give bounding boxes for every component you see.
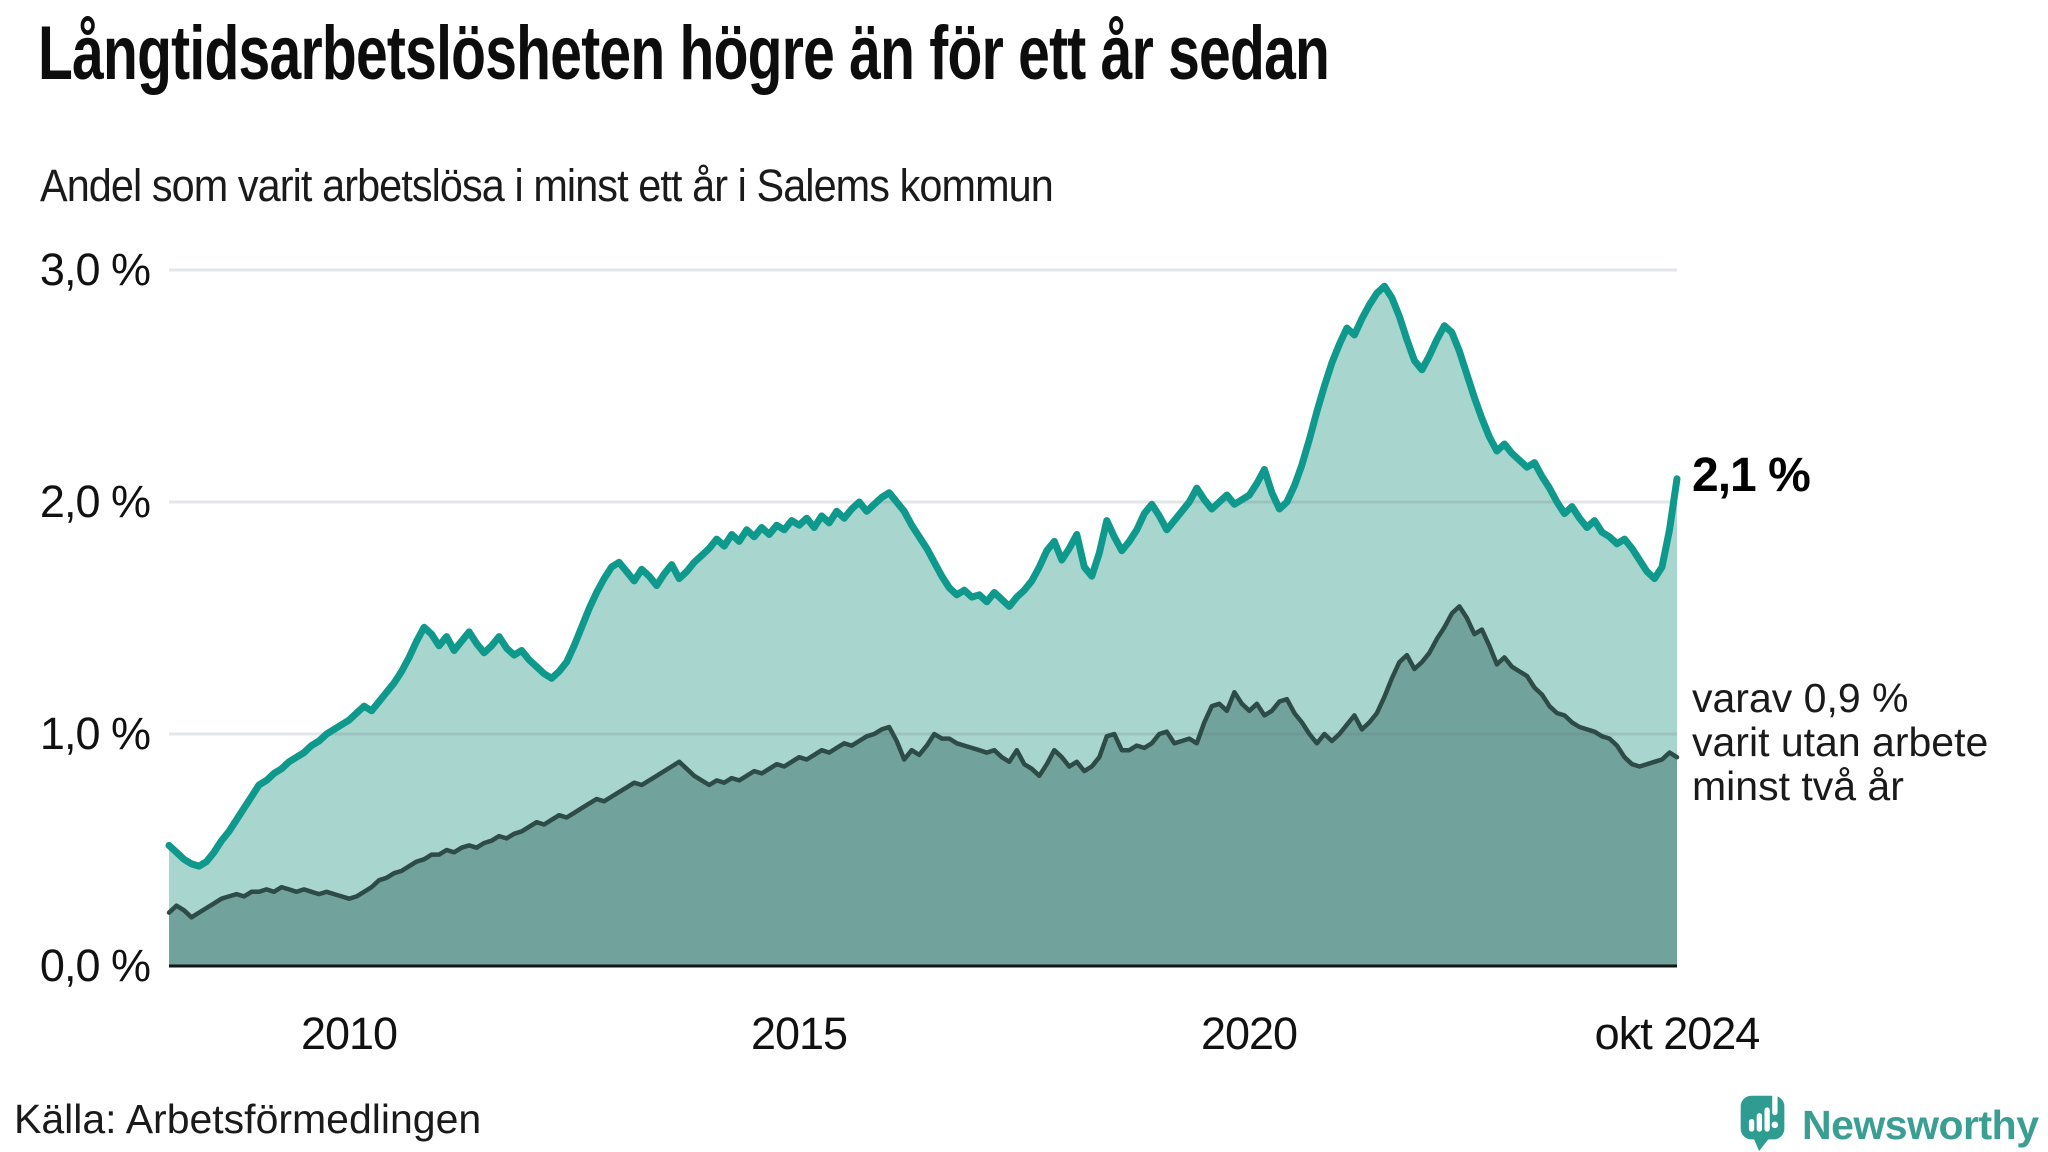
x-axis-label-okt-2024: okt 2024 (1594, 1008, 1761, 1059)
newsworthy-logo-icon (1740, 1087, 1785, 1152)
x-axis-label-2020: 2020 (1200, 1008, 1298, 1059)
two-year-annotation-line1: varav 0,9 % (1692, 675, 1909, 721)
source-note: Källa: Arbetsförmedlingen (14, 1096, 482, 1142)
long-term-line (165, 282, 1681, 870)
page-title: Långtidsarbetslösheten högre än för ett … (38, 11, 1330, 96)
y-axis-label-2: 2,0 % (39, 476, 151, 527)
x-axis-label-2010: 2010 (300, 1008, 398, 1059)
y-axis-label-0: 0,0 % (39, 940, 151, 991)
y-axis-label-3: 3,0 % (39, 244, 151, 295)
two-year-annotation-line3: minst två år (1692, 763, 1904, 809)
newsworthy-logo-text: Newsworthy (1802, 1101, 2039, 1148)
two-year-area (169, 606, 1677, 966)
y-axis-label-1: 1,0 % (39, 708, 151, 759)
two-year-annotation: varav 0,9 % varit utan arbete minst två … (1692, 676, 1988, 808)
latest-value-label: 2,1 % (1692, 449, 1811, 502)
x-axis-label-2015: 2015 (750, 1008, 848, 1059)
chart-subtitle: Andel som varit arbetslösa i minst ett å… (40, 160, 1054, 211)
newsworthy-logo: Newsworthy (1738, 1086, 2039, 1152)
two-year-annotation-line2: varit utan arbete (1692, 719, 1989, 765)
two-year-line (166, 604, 1680, 920)
